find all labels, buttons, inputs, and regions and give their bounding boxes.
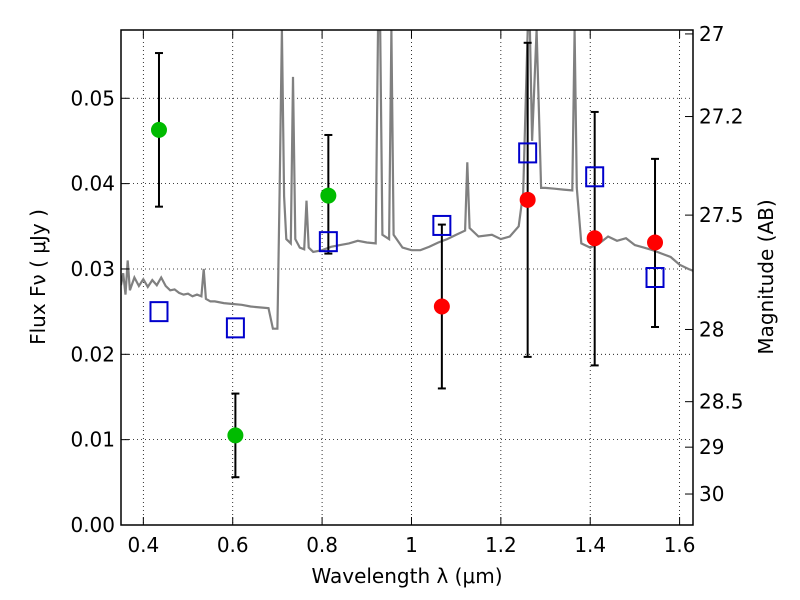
y-tick-label: 0.05 (70, 86, 115, 110)
right-tick-labels: 27 27.2 27.5 28 28.5 29 30 (699, 22, 744, 506)
x-tick-label: 1 (405, 533, 418, 557)
x-tick-label: 0.6 (217, 533, 249, 557)
model-square-marker (225, 317, 245, 339)
data-point-marker (227, 427, 244, 444)
x-tick-labels: 0.4 0.6 0.8 1 1.2 1.4 1.6 (127, 533, 695, 557)
right-axis-title: Magnitude (AB) (754, 199, 778, 354)
right-tick-label: 27 (699, 22, 724, 46)
x-tick-label: 1.4 (574, 533, 606, 557)
x-tick-label: 0.4 (127, 533, 159, 557)
right-tick-label: 28.5 (699, 390, 744, 414)
right-tick-label: 28 (699, 317, 724, 341)
y-axis-title: Flux Fν ( μJy ) (26, 209, 50, 345)
data-point-marker (519, 191, 536, 208)
spectrum-layer (121, 30, 693, 330)
x-tick-label: 0.8 (306, 533, 338, 557)
grid-lines (121, 30, 693, 526)
x-axis-title: Wavelength λ (μm) (311, 564, 502, 588)
model-square-marker (518, 142, 538, 164)
spectrum-line (121, 30, 693, 330)
y-tick-label: 0.04 (70, 172, 115, 196)
right-tick-label: 29 (699, 435, 724, 459)
model-square-marker (318, 231, 338, 253)
data-point-marker (586, 230, 603, 247)
model-square-marker (585, 166, 605, 188)
data-point-marker (150, 121, 167, 138)
x-tick-label: 1.2 (485, 533, 517, 557)
right-tick-label: 27.2 (699, 105, 744, 129)
data-point-marker (320, 187, 337, 204)
data-point-marker (433, 298, 450, 315)
plot-frame (120, 29, 694, 526)
model-square-marker (645, 267, 665, 288)
markers-layer (149, 121, 665, 444)
x-tick-label: 1.6 (664, 533, 696, 557)
axis-ticks (121, 30, 693, 526)
model-square-marker (149, 301, 169, 323)
data-point-marker (647, 234, 664, 251)
y-tick-label: 0.03 (70, 257, 115, 281)
y-tick-labels: 0.00 0.01 0.02 0.03 0.04 0.05 (70, 86, 115, 537)
y-tick-label: 0.00 (70, 513, 115, 537)
y-tick-label: 0.01 (70, 428, 115, 452)
model-square-marker (432, 214, 452, 236)
right-tick-label: 30 (699, 482, 724, 506)
y-tick-label: 0.02 (70, 342, 115, 366)
error-bars-layer (154, 41, 660, 479)
right-tick-label: 27.5 (699, 203, 744, 227)
